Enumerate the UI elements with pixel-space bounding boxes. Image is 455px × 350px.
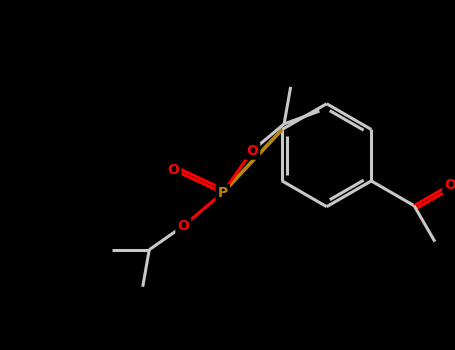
Text: O: O: [167, 163, 179, 177]
Text: O: O: [246, 144, 258, 158]
Text: O: O: [444, 178, 455, 192]
Text: P: P: [217, 186, 228, 200]
Text: O: O: [177, 219, 189, 233]
